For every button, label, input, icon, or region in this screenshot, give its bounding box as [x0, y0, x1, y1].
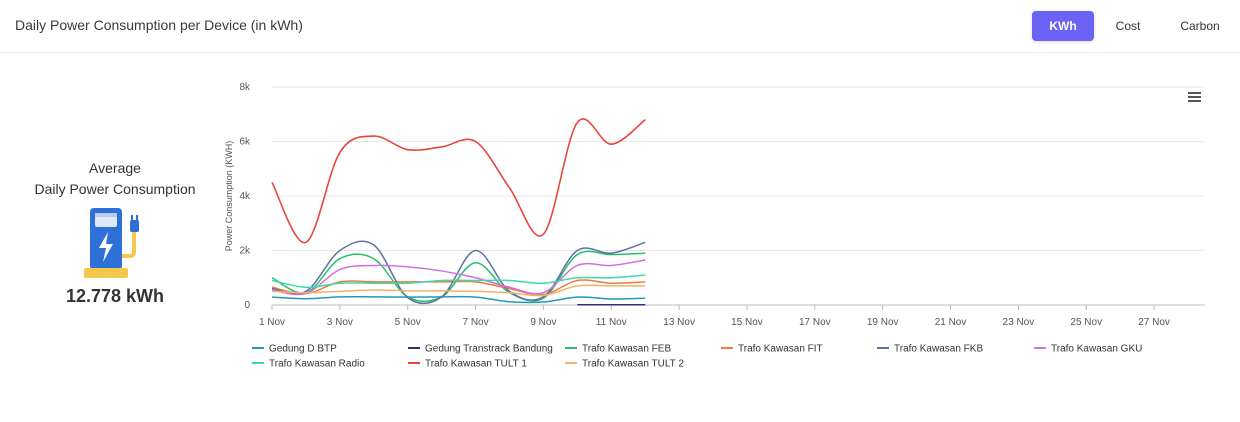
legend-item-label: Trafo Kawasan Radio: [269, 359, 365, 370]
x-tick-label: 11 Nov: [596, 317, 627, 328]
x-tick-label: 17 Nov: [799, 317, 831, 328]
x-tick-label: 21 Nov: [935, 317, 967, 328]
legend-item-label: Trafo Kawasan FKB: [894, 344, 983, 355]
y-tick-label: 2k: [239, 246, 251, 257]
series-line-2: [271, 250, 646, 303]
series-line-6: [271, 274, 646, 289]
chart-menu-icon[interactable]: [1188, 92, 1201, 103]
legend-item-label: Gedung Transtrack Bandung: [425, 344, 553, 355]
x-tick-label: 15 Nov: [731, 317, 763, 328]
x-tick-label: 9 Nov: [530, 317, 556, 328]
x-tick-label: 23 Nov: [1003, 317, 1035, 328]
series-line-7: [271, 118, 646, 244]
y-tick-label: 8k: [239, 82, 251, 93]
x-tick-label: 5 Nov: [395, 317, 421, 328]
legend-item-label: Trafo Kawasan FEB: [582, 344, 671, 355]
x-tick-label: 27 Nov: [1138, 317, 1170, 328]
series-line-4: [271, 240, 646, 305]
summary-label-line1: Average: [89, 160, 141, 176]
legend-item-label: Trafo Kawasan FIT: [738, 344, 823, 355]
header-bar: Daily Power Consumption per Device (in k…: [0, 0, 1240, 53]
legend-item-label: Gedung D BTP: [269, 344, 337, 355]
average-consumption-card: Average Daily Power Consumption 12.778 k…: [20, 158, 210, 307]
legend-item-label: Trafo Kawasan GKU: [1051, 344, 1142, 355]
tab-carbon[interactable]: Carbon: [1180, 19, 1220, 33]
summary-label-line2: Daily Power Consumption: [34, 181, 196, 197]
x-tick-label: 19 Nov: [867, 317, 899, 328]
y-tick-label: 4k: [239, 191, 251, 202]
tab-cost[interactable]: Cost: [1115, 19, 1141, 33]
power-consumption-chart: 0 2k 4k 6k 8k Power Consumption (KWH) 1 Nov 3 N…: [224, 82, 1205, 370]
tab-kwh[interactable]: KWh: [1032, 11, 1094, 41]
x-tick-label: 1 Nov: [259, 317, 285, 328]
ev-charger-icon: [80, 206, 150, 282]
series-line-3: [271, 279, 646, 296]
legend-item-label: Trafo Kawasan TULT 1: [425, 359, 527, 370]
legend-item-label: Trafo Kawasan TULT 2: [582, 359, 684, 370]
x-tick-label: 13 Nov: [663, 317, 695, 328]
y-tick-label: 0: [244, 300, 250, 311]
x-tick-label: 25 Nov: [1070, 317, 1102, 328]
series-line-0: [271, 295, 646, 304]
average-consumption-value: 12.778 kWh: [65, 286, 165, 306]
series-line-8: [271, 284, 646, 297]
page-title: Daily Power Consumption per Device (in k…: [15, 17, 303, 33]
x-tick-label: 3 Nov: [327, 317, 353, 328]
series-line-5: [271, 259, 646, 296]
y-tick-label: 6k: [239, 137, 251, 148]
y-axis-label: Power Consumption (KWH): [224, 141, 234, 252]
x-tick-label: 7 Nov: [463, 317, 489, 328]
